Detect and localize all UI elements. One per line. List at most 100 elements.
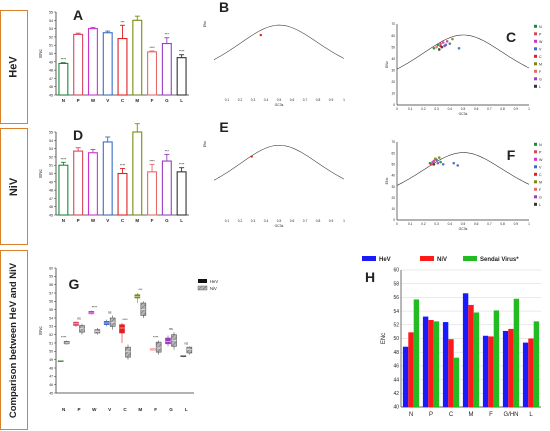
panel-label-H: H [365,269,375,285]
x-tick-label-V: V [106,98,109,103]
x-tick-label: 0.4 [264,219,269,223]
significance-W: **** [92,306,98,310]
y-tick-label: 53 [49,27,53,31]
bar-1-C [448,339,454,407]
x-tick-label-F: F [151,98,154,103]
y-tick-label: 52 [49,155,53,159]
x-tick-label: 0.6 [474,222,479,226]
legend-swatch-P [534,150,537,154]
bar-W [87,152,98,216]
data-point-G [436,161,440,165]
x-tick-label: 0.1 [225,219,230,223]
significance-F: **** [149,159,155,163]
x-tick-label: 0.4 [264,98,269,102]
data-point-L [437,48,441,51]
x-tick-label-V: V [106,218,109,223]
y-tick-label: 46 [49,85,53,89]
y-tick-label: 60 [391,34,395,38]
x-tick-label: 0.9 [514,107,519,111]
bar-V [102,32,113,96]
legend-label-1: NiV [437,257,447,263]
x-tick-label: 0.1 [225,98,230,102]
significance-M: *** [138,288,143,292]
y-tick-label: 45 [49,214,53,218]
x-tick-label-M: M [135,98,139,103]
panel-label-F: F [507,147,516,163]
row-label-box-hev: HeV [0,10,28,124]
y-tick-label: 50 [393,336,399,342]
row-label-box-niv: NiV [0,128,28,245]
bar-2-F [493,310,500,407]
legend-swatch-W [534,157,537,161]
data-point-F [435,45,438,49]
panel-label-A: A [73,7,83,23]
x-tick-label: 0.4 [448,222,453,226]
data-point-V [452,161,456,165]
x-tick-label: 0.3 [434,107,439,111]
bar-1-N [408,332,414,407]
legend-label-V: V [539,165,542,169]
y-tick-label: 53 [49,147,53,151]
y-axis-label: ENc [385,177,389,184]
legend-label-G: G [539,77,542,81]
significance-C: **** [120,164,126,168]
x-tick-label: 0.1 [408,107,413,111]
y-tick-label: 42 [393,391,399,397]
x-tick-label-L: L [529,412,533,418]
bar-P [73,33,84,96]
panel-D: D 45 46 47 48 49 50 51 52 53 54 55 ENc **** N P W V **** C M… [38,123,189,223]
legend-swatch-N [534,24,537,28]
significance-G: *** [165,149,170,153]
y-tick-label: 59 [49,275,53,279]
y-tick-label: 10 [391,207,395,211]
x-tick-label: 1 [343,219,345,223]
y-tick-label: 45 [49,94,53,98]
bar-F [147,171,158,216]
x-tick-label: 0.6 [290,98,295,102]
x-tick-label: 1 [343,98,345,102]
panel-B: B ENc 0.1 0.2 0.3 0.4 0.5 0.6 0.7 0.8 0.9 1 GC3s [203,0,345,107]
significance-F: **** [153,336,159,340]
legend-swatch-F [534,187,537,191]
y-tick-label: 52 [49,35,53,39]
panel-label-E: E [219,119,228,135]
legend-label-P: P [539,150,542,154]
y-tick-label: 48 [49,366,53,370]
bar-0-L [522,342,529,407]
y-tick-label: 56 [393,295,399,301]
bar-F [147,51,158,96]
x-tick-label-G/HN: G/HN [504,412,519,418]
legend-swatch-M [534,180,537,184]
x-tick-label-P: P [77,407,80,412]
x-tick-label-F: F [151,218,154,223]
x-tick-label: 0.9 [514,222,519,226]
legend-swatch-0 [362,256,376,261]
x-tick-label-G: G [165,98,169,103]
y-tick-label: 40 [393,405,399,411]
x-tick-label: 0.1 [408,222,413,226]
y-tick-label: 51 [49,341,53,345]
legend-swatch-W [534,39,537,43]
box-HeV-C [119,324,125,334]
y-tick-label: 40 [391,57,395,61]
x-tick-label: 0.9 [329,219,334,223]
x-tick-label: 0.5 [277,98,282,102]
data-point-C [259,33,262,37]
y-tick-label: 50 [391,45,395,49]
y-tick-label: 60 [391,151,395,155]
y-tick-label: 70 [391,140,395,144]
panel-label-B: B [219,0,229,15]
x-tick-label: 1 [528,107,530,111]
data-point-N [432,47,436,50]
y-tick-label: 49 [49,60,53,64]
legend-swatch-L [534,202,537,206]
x-tick-label-N: N [409,412,413,418]
legend-swatch-2 [463,256,477,261]
x-tick-label: 0.6 [474,107,479,111]
bar-C [117,172,128,216]
x-tick-label-F: F [489,412,493,418]
y-tick-label: 46 [49,205,53,209]
data-point-M [451,37,454,41]
significance-C: **** [122,318,128,322]
y-tick-label: 60 [393,268,399,274]
